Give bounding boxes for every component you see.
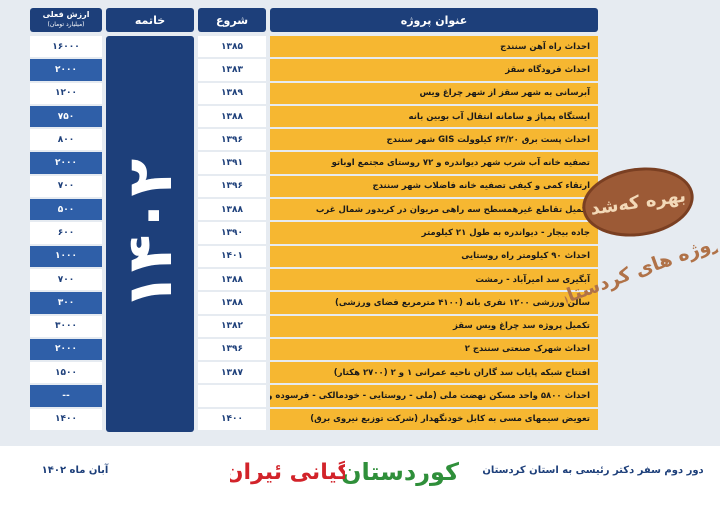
project-title: جاده بیجار - دیواندره به طول ۲۱ کیلومتر <box>270 222 598 244</box>
project-title: ایستگاه پمپاژ و سامانه انتقال آب بوبین ب… <box>270 105 598 128</box>
current-value: ۱۶۰۰۰ <box>30 36 102 58</box>
current-value: ۲۰۰۰ <box>30 152 102 174</box>
logo-b: گیانی ئیران <box>230 459 345 485</box>
project-title: احداث پست برق ۶۳/۲۰ کیلوولت GIS شهر سنند… <box>270 129 598 151</box>
project-title: تصفیه خانه آب شرب شهر دیواندره و ۷۲ روست… <box>270 152 598 174</box>
current-value: ۷۰۰ <box>30 268 102 291</box>
current-value: ۳۰۰ <box>30 292 102 314</box>
start-year: ۱۳۸۸ <box>198 199 266 221</box>
header-end: خاتمه <box>106 8 194 32</box>
current-value: ۱۴۰۰ <box>30 408 102 430</box>
project-title: تکمیل پروژه سد چراغ ویس سقز <box>270 315 598 337</box>
project-title: سالن ورزشی ۱۲۰۰ نفری بانه (۴۱۰۰ مترمربع … <box>270 292 598 314</box>
start-year: ۱۴۰۰ <box>198 408 266 430</box>
header-start: شروع <box>198 8 266 32</box>
start-year: ۱۳۸۷ <box>198 362 266 384</box>
project-title: تعویض سیمهای مسی به کابل خودنگهدار (شرکت… <box>270 408 598 430</box>
header-title: عنوان پروژه <box>270 8 598 32</box>
current-value: ۲۰۰۰ <box>30 59 102 81</box>
project-title: آبرسانی به شهر سقز از شهر چراغ ویس <box>270 82 598 104</box>
logo-a: کوردستان <box>340 458 460 486</box>
current-value: ۷۰۰ <box>30 175 102 198</box>
start-year: ۱۴۰۱ <box>198 245 266 267</box>
current-value: ۱۲۰۰ <box>30 82 102 104</box>
current-value: ۳۰۰۰ <box>30 315 102 337</box>
end-year: ۱۴۰۲ <box>113 158 187 310</box>
project-title: افتتاح شبکه پایاب سد گاران ناحیه عمرانی … <box>270 362 598 384</box>
current-value: ۲۰۰۰ <box>30 338 102 361</box>
header-value-unit: (میلیارد تومان) <box>47 21 85 28</box>
start-year: ۱۳۸۹ <box>198 82 266 104</box>
project-title: احداث فرودگاه سقز <box>270 59 598 81</box>
start-year: ۱۳۹۶ <box>198 175 266 198</box>
start-year: ۱۳۸۸ <box>198 292 266 314</box>
footer-trip: دور دوم سفر دکتر رئیسی به استان کردستان <box>482 464 704 476</box>
project-title: تکمیل تقاطع غیرهمسطح سه راهی مریوان در ک… <box>270 199 598 221</box>
current-value: ۶۰۰ <box>30 222 102 244</box>
end-column: ۱۴۰۲ <box>106 36 194 432</box>
start-year: ۱۳۸۸ <box>198 105 266 128</box>
footer-date: آبان ماه ۱۴۰۲ <box>41 464 109 476</box>
header-value: ارزش فعلی (میلیارد تومان) <box>30 8 102 32</box>
start-year: ۱۳۹۶ <box>198 338 266 361</box>
project-title: احداث راه آهن سنندج <box>270 36 598 58</box>
header-value-text: ارزش فعلی <box>42 10 90 19</box>
project-title: احداث شهرک صنعتی سنندج ۲ <box>270 338 598 361</box>
current-value: ۸۰۰ <box>30 129 102 151</box>
footer: دور دوم سفر دکتر رئیسی به استان کردستان … <box>0 446 720 514</box>
start-year <box>198 385 266 407</box>
current-value: ۵۰۰ <box>30 199 102 221</box>
start-year: ۱۳۸۲ <box>198 315 266 337</box>
project-title: آبگیری سد امیرآباد - رمشت <box>270 268 598 291</box>
start-year: ۱۳۹۱ <box>198 152 266 174</box>
project-title: ارتقاء کمی و کیفی تصفیه خانه فاضلاب شهر … <box>270 175 598 198</box>
start-year: ۱۳۹۰ <box>198 222 266 244</box>
current-value: ۱۰۰۰ <box>30 245 102 267</box>
start-year: ۱۳۸۵ <box>198 36 266 58</box>
project-title: احداث ۹۰ کیلومتر راه روستایی <box>270 245 598 267</box>
start-year: ۱۳۸۳ <box>198 59 266 81</box>
current-value: ۷۵۰ <box>30 105 102 128</box>
current-value: -- <box>30 385 102 407</box>
start-year: ۱۳۹۶ <box>198 129 266 151</box>
project-title: احداث ۵۸۰۰ واحد مسکن نهضت ملی (ملی - روس… <box>270 385 598 407</box>
current-value: ۱۵۰۰ <box>30 362 102 384</box>
start-year: ۱۳۸۸ <box>198 268 266 291</box>
